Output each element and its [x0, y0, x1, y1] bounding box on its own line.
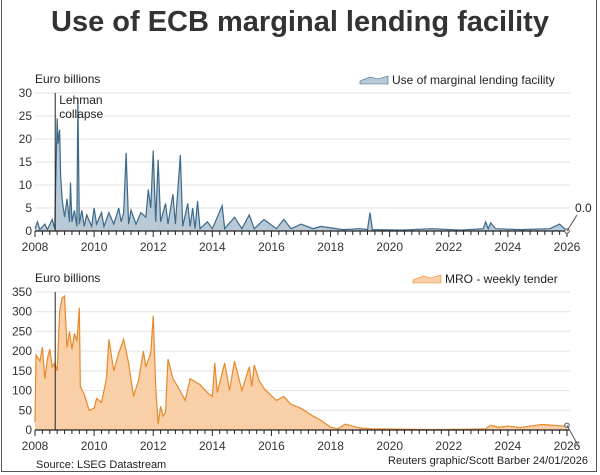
x-tick-label: 2024 [495, 240, 522, 254]
legend-label: Use of marginal lending facility [392, 73, 555, 87]
series-line [34, 97, 568, 232]
x-tick-label: 2020 [376, 240, 403, 254]
y-tick-label: 300 [12, 305, 32, 319]
x-tick-label: 2026 [554, 439, 581, 453]
x-tick-label: 2016 [258, 439, 285, 453]
x-tick-label: 2022 [435, 240, 462, 254]
y-tick-label: 5 [25, 201, 32, 215]
annotation-collapse: collapse [59, 107, 103, 121]
end-value-label: 0.0 [575, 201, 592, 215]
y-tick-label: 10 [19, 178, 33, 192]
annotation-lehman: Lehman [59, 93, 102, 107]
x-tick-label: 2010 [81, 439, 108, 453]
chart-title: Use of ECB marginal lending facility [51, 6, 549, 38]
x-tick-label: 2014 [199, 240, 226, 254]
y-tick-label: 15 [19, 155, 33, 169]
end-label-leader [566, 214, 578, 232]
y-tick-label: 0 [25, 224, 32, 238]
end-label-leader [566, 425, 580, 448]
y-tick-label: 100 [12, 384, 32, 398]
end-point-marker [564, 422, 570, 428]
x-tick-label: 2012 [140, 439, 167, 453]
source-note: Source: LSEG Datastream [36, 459, 167, 471]
x-tick-label: 2026 [554, 240, 581, 254]
credit-note: Reuters graphic/Scott Barber 24/01/2026 [388, 455, 588, 467]
y-axis-label: Euro billions [35, 72, 100, 86]
y-tick-label: 50 [19, 403, 33, 417]
legend-swatch [359, 75, 389, 85]
series-line [34, 294, 568, 431]
series-area [35, 97, 567, 231]
x-tick-label: 2022 [435, 439, 462, 453]
y-tick-label: 0 [25, 423, 32, 437]
legend-swatch [412, 274, 442, 284]
x-tick-label: 2016 [258, 240, 285, 254]
y-tick-label: 250 [12, 324, 32, 338]
x-tick-label: 2010 [81, 240, 108, 254]
x-tick-label: 2014 [199, 439, 226, 453]
x-tick-label: 2020 [376, 439, 403, 453]
x-tick-label: 2008 [22, 240, 49, 254]
series-area [35, 295, 567, 430]
y-tick-label: 150 [12, 364, 32, 378]
x-tick-label: 2024 [495, 439, 522, 453]
x-tick-label: 2012 [140, 240, 167, 254]
y-tick-label: 20 [19, 132, 33, 146]
legend-label: MRO - weekly tender [445, 272, 558, 286]
x-tick-label: 2008 [22, 439, 49, 453]
y-tick-label: 200 [12, 344, 32, 358]
y-tick-label: 30 [19, 86, 33, 100]
x-tick-label: 2018 [317, 240, 344, 254]
y-tick-label: 25 [19, 109, 33, 123]
y-tick-label: 350 [12, 285, 32, 299]
x-tick-label: 2018 [317, 439, 344, 453]
y-axis-label: Euro billions [35, 271, 100, 285]
